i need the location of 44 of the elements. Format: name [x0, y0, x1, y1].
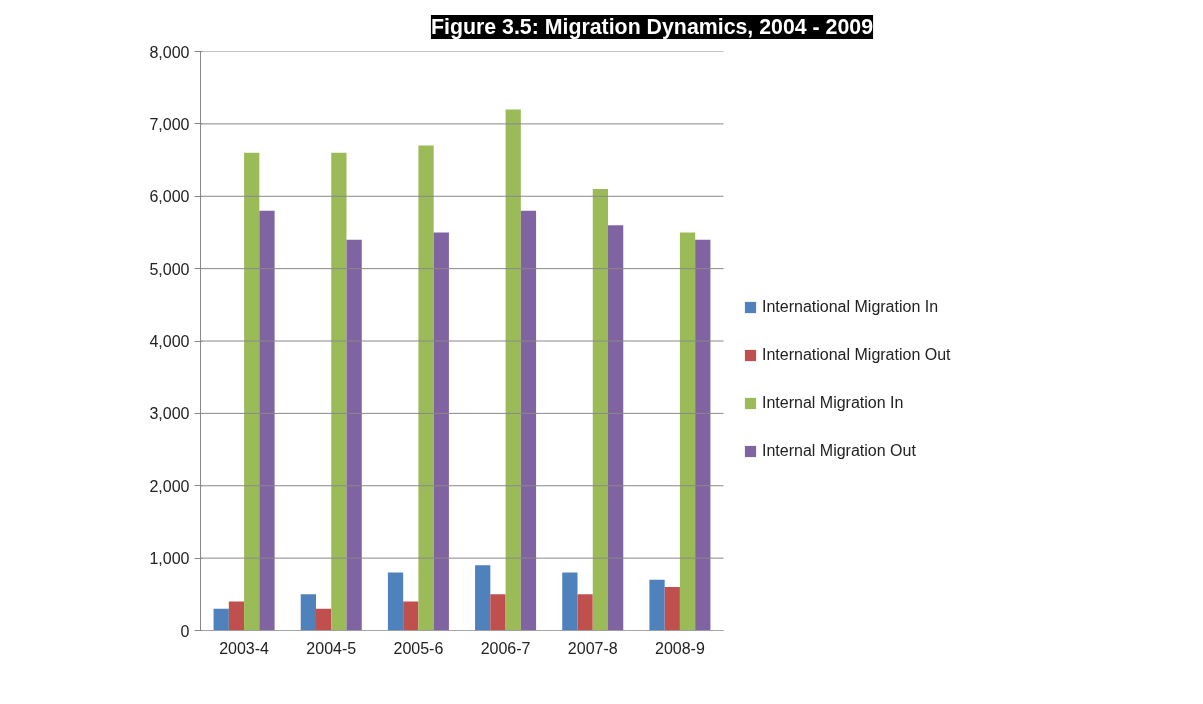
y-tick-label: 3,000: [149, 405, 190, 423]
y-tick-label: 1,000: [149, 550, 190, 568]
bar: [592, 189, 608, 631]
bar: [505, 109, 521, 631]
y-tick-label: 4,000: [149, 333, 190, 350]
x-tick-label: 2008-9: [655, 639, 705, 657]
y-tick-label: 6,000: [149, 188, 190, 206]
legend-label: International Migration Out: [762, 346, 951, 364]
bar: [490, 594, 506, 631]
bar: [316, 608, 332, 631]
chart-title: Figure 3.5: Migration Dynamics, 2004 - 2009: [430, 15, 874, 39]
bar: [403, 601, 419, 631]
bar: [387, 572, 404, 631]
y-tick-label: 8,000: [149, 43, 190, 61]
bar: [649, 579, 665, 631]
bar: [520, 210, 537, 631]
x-tick-label: 2004-5: [306, 639, 357, 657]
bar: [346, 239, 362, 631]
bar: [664, 587, 680, 631]
bar: [679, 232, 696, 631]
y-tick-label: 2,000: [149, 477, 190, 495]
legend-label: International Migration In: [762, 298, 939, 316]
bar: [695, 239, 711, 631]
legend-label: Internal Migration Out: [762, 442, 916, 460]
bar: [562, 572, 578, 631]
bar: [259, 210, 275, 631]
y-tick-label: 7,000: [149, 115, 190, 133]
y-tick-label: 5,000: [149, 260, 190, 278]
bar: [331, 152, 347, 631]
bar: [418, 145, 434, 631]
x-tick-label: 2003-4: [219, 639, 270, 657]
x-tick-label: 2005-6: [393, 639, 444, 657]
x-tick-label: 2007-8: [567, 639, 618, 657]
bar: [433, 232, 449, 631]
bar: [475, 565, 491, 631]
legend-label: Internal Migration In: [762, 394, 904, 412]
bar: [213, 608, 229, 631]
bar: [577, 594, 593, 631]
bar: [300, 594, 316, 631]
x-tick-label: 2006-7: [480, 639, 531, 657]
bar: [228, 601, 245, 631]
y-tick-label: 0: [180, 622, 190, 640]
bar: [244, 152, 260, 631]
bar: [608, 225, 624, 631]
